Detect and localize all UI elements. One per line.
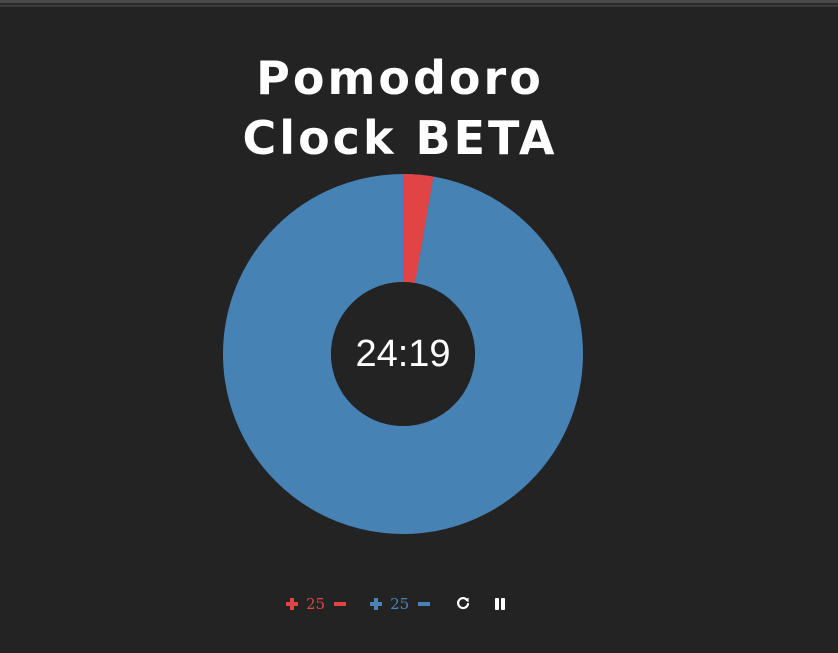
break-minus-icon[interactable] <box>418 598 431 610</box>
reset-icon[interactable] <box>456 595 470 614</box>
break-minutes: 25 <box>390 595 410 613</box>
break-plus-icon[interactable] <box>370 598 383 610</box>
timer-center <box>331 282 475 426</box>
pause-icon[interactable] <box>494 598 506 610</box>
title-line-2: Clock BETA <box>242 111 558 165</box>
work-plus-icon[interactable] <box>286 598 298 610</box>
window-top-edge <box>0 0 838 7</box>
work-duration-control: 25 <box>286 595 347 613</box>
break-duration-control: 25 <box>370 595 431 613</box>
elapsed-time-segment <box>403 174 434 284</box>
title-line-1: Pomodoro <box>256 51 544 105</box>
time-remaining: 24:19 <box>355 332 451 375</box>
timer-clock[interactable]: 24:19 <box>222 173 584 535</box>
work-minus-icon[interactable] <box>334 598 347 610</box>
work-minutes: 25 <box>306 595 326 613</box>
timer-ring <box>223 174 583 534</box>
page-title: Pomodoro Clock BETA <box>0 48 800 168</box>
timer-controls: 25 25 <box>286 592 506 616</box>
